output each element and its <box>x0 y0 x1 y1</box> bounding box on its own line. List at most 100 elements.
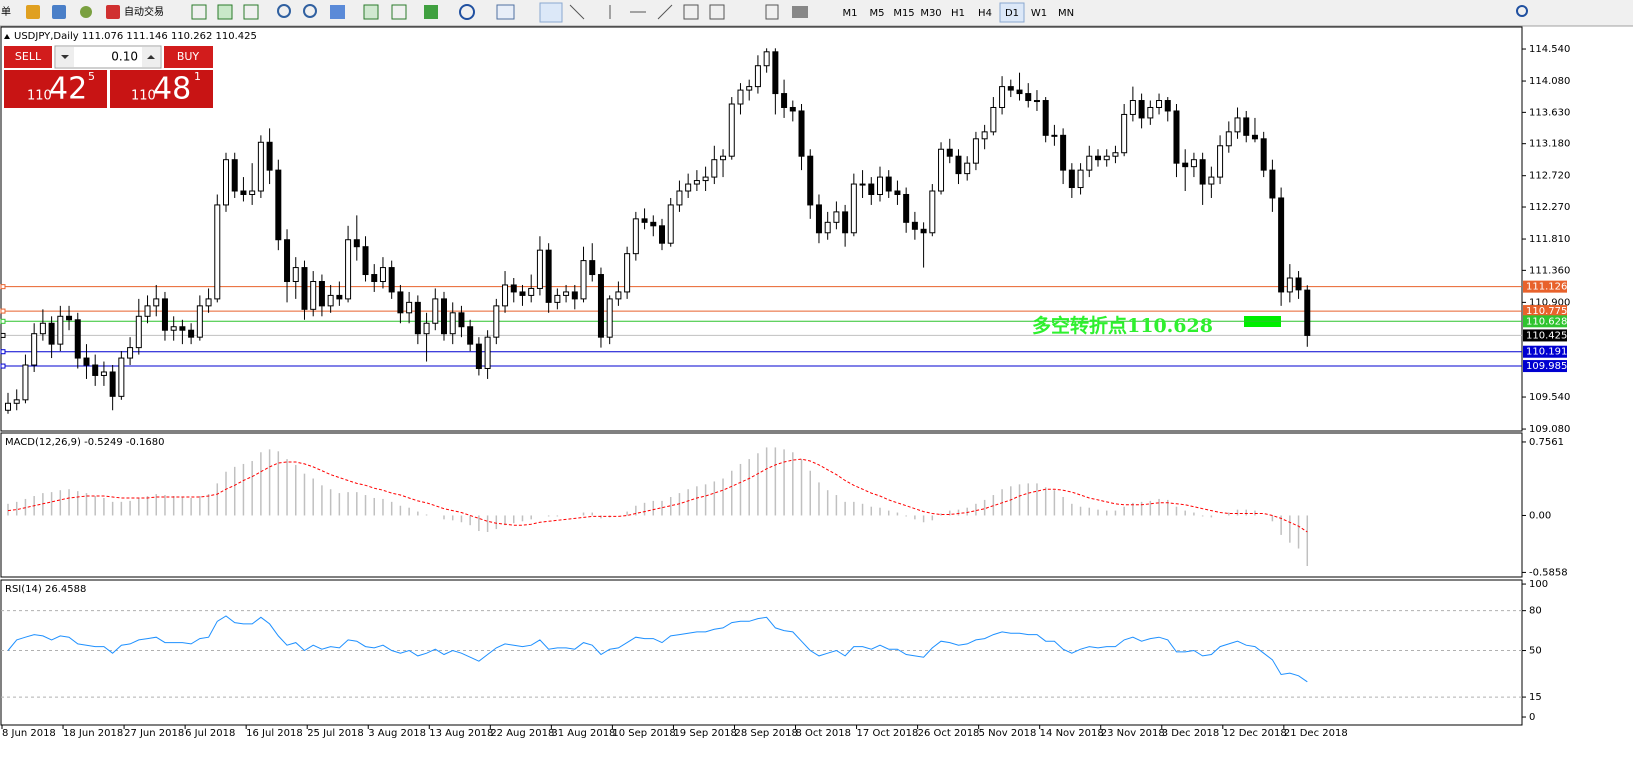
timeframe-button[interactable]: MN <box>1058 8 1074 19</box>
y-tick-label: 111.810 <box>1529 234 1570 245</box>
level-tag <box>1523 305 1567 318</box>
candle-body <box>911 221 918 230</box>
x-tick-label: 17 Oct 2018 <box>857 728 919 739</box>
zoom-in[interactable] <box>277 4 291 18</box>
lots-box[interactable] <box>54 45 162 69</box>
candle-body <box>1190 159 1197 168</box>
candle-body <box>650 221 657 227</box>
candle-body <box>938 148 945 192</box>
icon-button[interactable] <box>792 6 808 18</box>
candle-body <box>1016 89 1023 95</box>
x-tick-label: 8 Jun 2018 <box>2 728 56 739</box>
candle-body <box>632 218 639 255</box>
candle-body <box>327 294 334 307</box>
level-label: 110.628 <box>1526 316 1567 327</box>
icon-button[interactable] <box>243 4 259 20</box>
candle-body <box>414 301 421 335</box>
candle-body <box>868 183 875 195</box>
y-tick-label: 110.900 <box>1529 297 1570 308</box>
candle-body <box>563 291 570 296</box>
timeframe-button[interactable]: H1 <box>951 8 965 19</box>
candle-body <box>1042 100 1049 136</box>
candle-body <box>266 141 273 171</box>
candle-body <box>615 291 622 300</box>
autotrade-icon[interactable] <box>106 5 120 19</box>
icon-button[interactable] <box>391 4 407 20</box>
timeframe-button[interactable]: M15 <box>893 8 914 19</box>
buy-price-box[interactable] <box>110 70 213 108</box>
candle-body <box>1251 134 1258 140</box>
candle-body <box>1077 169 1084 189</box>
zoom-out[interactable] <box>303 4 317 18</box>
candle-body <box>824 221 831 234</box>
icon-button[interactable] <box>26 5 40 19</box>
candle-body <box>13 399 20 404</box>
buy-button[interactable] <box>164 46 213 68</box>
sell-price-box[interactable] <box>4 70 107 108</box>
timeframe-button[interactable]: M5 <box>870 8 885 19</box>
candle-body <box>1217 145 1224 178</box>
candle-body <box>161 298 168 331</box>
y-tick-label: -0.5858 <box>1529 567 1568 578</box>
x-tick-label: 31 Aug 2018 <box>551 728 615 739</box>
candle-body <box>257 141 264 192</box>
x-tick-label: 10 Sep 2018 <box>612 728 675 739</box>
candle-body <box>371 274 378 282</box>
timeframe-button[interactable]: H4 <box>978 8 992 19</box>
candle-body <box>972 138 979 164</box>
candle-body <box>920 228 927 234</box>
icon-button[interactable] <box>191 4 207 20</box>
icon-button[interactable] <box>765 4 779 20</box>
candle-body <box>1051 134 1058 137</box>
candle-body <box>859 183 866 186</box>
level-handle <box>0 332 6 338</box>
candle-body <box>571 291 578 300</box>
price-pip: 1 <box>194 70 201 83</box>
icon-button[interactable] <box>217 4 233 20</box>
icon-button[interactable] <box>459 4 475 20</box>
timeframe-button[interactable]: D1 <box>1005 8 1019 19</box>
level-tag <box>1523 280 1567 293</box>
price-main: 42 <box>49 72 87 107</box>
y-tick-label: 15 <box>1529 692 1542 703</box>
candle-body <box>929 190 936 234</box>
level-tag <box>1523 329 1567 342</box>
timeframe-button[interactable]: W1 <box>1031 8 1047 19</box>
toolbar-buttons: 单 自动交易 <box>1 2 1528 23</box>
candle-body <box>1068 169 1075 189</box>
timeframe-button[interactable]: M30 <box>920 8 941 19</box>
autotrade-button[interactable]: 自动交易 <box>124 5 164 18</box>
crosshair-button[interactable] <box>569 4 585 20</box>
icon-button[interactable] <box>52 5 66 19</box>
candle-body <box>432 298 439 324</box>
candle-body <box>379 267 386 282</box>
candle-body <box>597 274 604 338</box>
icon-button[interactable] <box>683 4 699 20</box>
candle-body <box>1112 152 1119 157</box>
icon-button[interactable] <box>80 6 92 18</box>
x-tick-label: 3 Aug 2018 <box>368 728 426 739</box>
candle-body <box>66 315 73 321</box>
y-tick-label: 100 <box>1529 579 1548 590</box>
candle-body <box>1138 100 1145 119</box>
candle-body <box>999 86 1006 108</box>
candle-body <box>135 315 142 349</box>
x-tick-label: 16 Jul 2018 <box>246 728 303 739</box>
cursor-button[interactable] <box>539 2 563 23</box>
trendline-button[interactable] <box>657 4 673 20</box>
icon-button[interactable] <box>496 4 515 20</box>
candle-body <box>1129 100 1136 115</box>
candle-body <box>22 364 29 401</box>
search-button[interactable] <box>1516 5 1528 17</box>
level-handle <box>0 308 6 314</box>
price-pip: 5 <box>88 70 95 83</box>
icon-button[interactable] <box>363 4 379 20</box>
sell-button[interactable] <box>4 46 52 68</box>
candle-body <box>214 204 221 300</box>
icon-button[interactable] <box>709 4 725 20</box>
icon-button[interactable] <box>330 5 345 19</box>
timeframe-button[interactable]: M1 <box>843 8 858 19</box>
candle-body <box>100 371 107 376</box>
icon-button[interactable] <box>424 5 438 19</box>
candle-body <box>310 280 317 310</box>
